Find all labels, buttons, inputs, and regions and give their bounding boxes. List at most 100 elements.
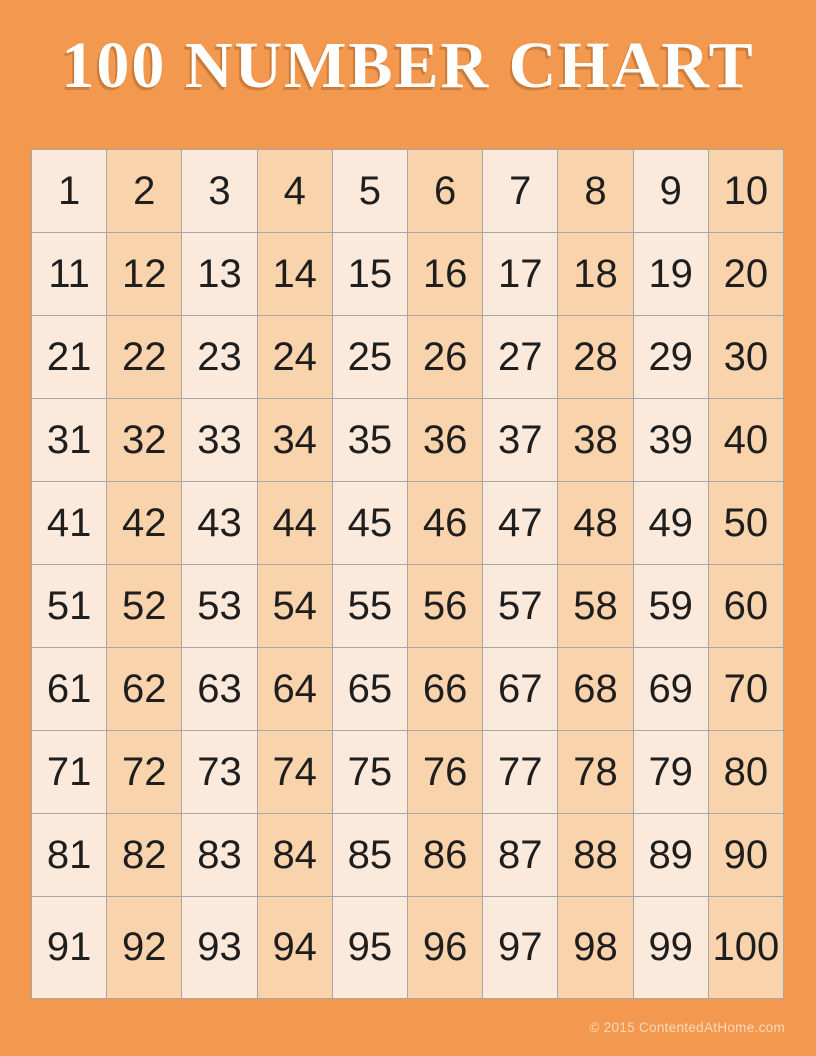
grid-cell-58: 58: [558, 565, 633, 647]
grid-cell-19: 19: [633, 233, 708, 315]
grid-cell-45: 45: [332, 482, 407, 564]
grid-cell-95: 95: [332, 897, 407, 998]
grid-cell-90: 90: [708, 814, 783, 896]
grid-cell-67: 67: [483, 648, 558, 730]
grid-cell-16: 16: [407, 233, 483, 315]
grid-cell-59: 59: [633, 565, 708, 647]
grid-cell-37: 37: [483, 399, 558, 481]
copyright-text: © 2015 ContentedAtHome.com: [589, 1020, 785, 1035]
grid-cell-72: 72: [107, 731, 182, 813]
grid-cell-17: 17: [483, 233, 558, 315]
grid-cell-36: 36: [407, 399, 483, 481]
grid-cell-53: 53: [182, 565, 257, 647]
grid-cell-82: 82: [107, 814, 182, 896]
grid-cell-51: 51: [32, 565, 107, 647]
grid-cell-38: 38: [558, 399, 633, 481]
grid-cell-66: 66: [407, 648, 483, 730]
grid-cell-39: 39: [633, 399, 708, 481]
grid-cell-71: 71: [32, 731, 107, 813]
grid-cell-30: 30: [708, 316, 783, 398]
grid-cell-89: 89: [633, 814, 708, 896]
grid-cell-4: 4: [257, 150, 332, 232]
grid-cell-7: 7: [483, 150, 558, 232]
grid-cell-60: 60: [708, 565, 783, 647]
grid-cell-73: 73: [182, 731, 257, 813]
grid-cell-23: 23: [182, 316, 257, 398]
grid-cell-68: 68: [558, 648, 633, 730]
grid-cell-54: 54: [257, 565, 332, 647]
grid-cell-74: 74: [257, 731, 332, 813]
grid-cell-80: 80: [708, 731, 783, 813]
grid-cell-11: 11: [32, 233, 107, 315]
grid-cell-52: 52: [107, 565, 182, 647]
grid-cell-94: 94: [257, 897, 332, 998]
grid-cell-13: 13: [182, 233, 257, 315]
grid-cell-44: 44: [257, 482, 332, 564]
grid-cell-28: 28: [558, 316, 633, 398]
grid-cell-32: 32: [107, 399, 182, 481]
grid-cell-50: 50: [708, 482, 783, 564]
grid-cell-34: 34: [257, 399, 332, 481]
grid-cell-31: 31: [32, 399, 107, 481]
grid-cell-8: 8: [558, 150, 633, 232]
grid-cell-48: 48: [558, 482, 633, 564]
grid-cell-76: 76: [407, 731, 483, 813]
grid-cell-83: 83: [182, 814, 257, 896]
grid-cell-27: 27: [483, 316, 558, 398]
grid-cell-88: 88: [558, 814, 633, 896]
grid-cell-33: 33: [182, 399, 257, 481]
grid-cell-93: 93: [182, 897, 257, 998]
grid-cell-98: 98: [558, 897, 633, 998]
grid-cell-79: 79: [633, 731, 708, 813]
grid-cell-46: 46: [407, 482, 483, 564]
grid-cell-41: 41: [32, 482, 107, 564]
grid-cell-9: 9: [633, 150, 708, 232]
grid-cell-61: 61: [32, 648, 107, 730]
grid-cell-57: 57: [483, 565, 558, 647]
grid-cell-3: 3: [182, 150, 257, 232]
grid-cell-69: 69: [633, 648, 708, 730]
grid-cell-62: 62: [107, 648, 182, 730]
grid-cell-77: 77: [483, 731, 558, 813]
grid-cell-86: 86: [407, 814, 483, 896]
grid-cell-63: 63: [182, 648, 257, 730]
grid-cell-10: 10: [708, 150, 783, 232]
grid-cell-43: 43: [182, 482, 257, 564]
grid-cell-91: 91: [32, 897, 107, 998]
grid-cell-20: 20: [708, 233, 783, 315]
grid-cell-14: 14: [257, 233, 332, 315]
grid-cell-65: 65: [332, 648, 407, 730]
grid-cell-78: 78: [558, 731, 633, 813]
grid-cell-26: 26: [407, 316, 483, 398]
grid-cell-12: 12: [107, 233, 182, 315]
grid-cell-84: 84: [257, 814, 332, 896]
grid-cell-70: 70: [708, 648, 783, 730]
grid-cell-81: 81: [32, 814, 107, 896]
grid-cell-56: 56: [407, 565, 483, 647]
grid-cell-40: 40: [708, 399, 783, 481]
grid-cell-21: 21: [32, 316, 107, 398]
grid-cell-100: 100: [708, 897, 783, 998]
grid-cell-96: 96: [407, 897, 483, 998]
grid-cell-35: 35: [332, 399, 407, 481]
grid-cell-42: 42: [107, 482, 182, 564]
grid-cell-87: 87: [483, 814, 558, 896]
grid-cell-85: 85: [332, 814, 407, 896]
grid-cell-92: 92: [107, 897, 182, 998]
grid-cell-22: 22: [107, 316, 182, 398]
number-grid: 1 2 3 4 5 6 7 8 9 10 11 12 13 14 15 16 17 18 19 20 21 22 23 24 2…: [31, 149, 784, 999]
grid-cell-24: 24: [257, 316, 332, 398]
grid-cell-29: 29: [633, 316, 708, 398]
page-title: 100 NUMBER CHART: [61, 29, 755, 102]
grid-cell-47: 47: [483, 482, 558, 564]
grid-cell-64: 64: [257, 648, 332, 730]
grid-cell-49: 49: [633, 482, 708, 564]
grid-cell-6: 6: [407, 150, 483, 232]
grid-cell-99: 99: [633, 897, 708, 998]
grid-cell-1: 1: [32, 150, 107, 232]
grid-cell-15: 15: [332, 233, 407, 315]
grid-cell-25: 25: [332, 316, 407, 398]
grid-cell-97: 97: [483, 897, 558, 998]
grid-cell-5: 5: [332, 150, 407, 232]
grid-cell-2: 2: [107, 150, 182, 232]
